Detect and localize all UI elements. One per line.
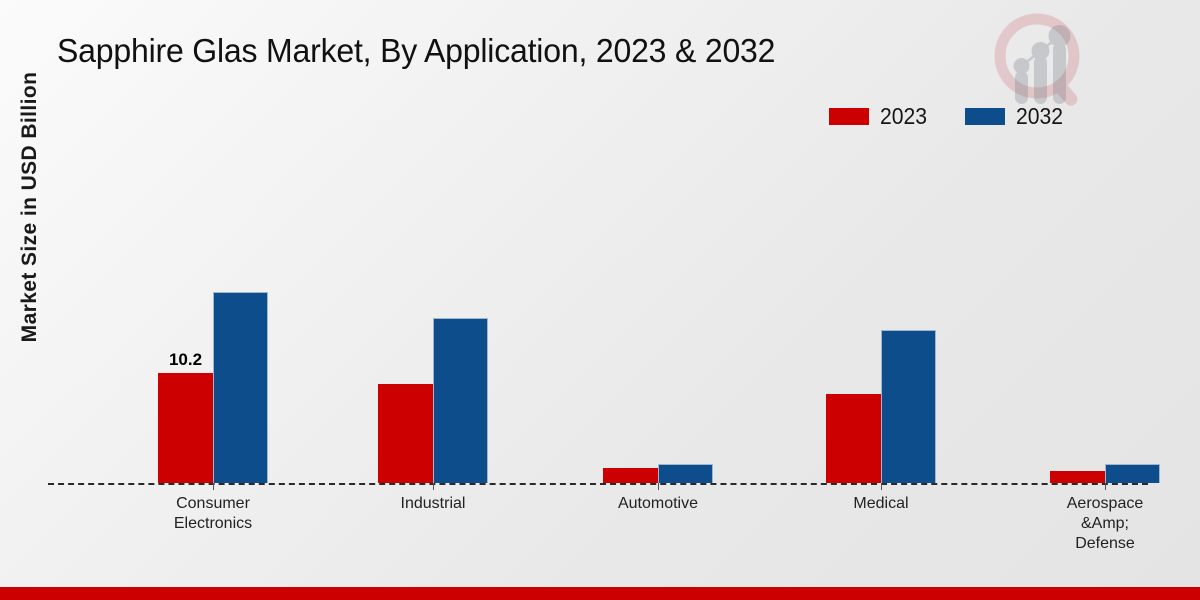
- bar-pair: [603, 150, 713, 483]
- x-axis-baseline: [48, 483, 1148, 485]
- legend-item-2032[interactable]: 2032: [964, 103, 1067, 130]
- bar-2032[interactable]: [433, 318, 488, 483]
- plot-area: 10.2 Consumer Electronics Industrial Automo…: [48, 150, 1160, 552]
- bar-2023[interactable]: [826, 393, 881, 483]
- bar-2023[interactable]: [1050, 471, 1105, 483]
- bar-group: Medical: [826, 150, 936, 512]
- legend-swatch-2023: [828, 108, 869, 125]
- bar-pair: [378, 150, 488, 483]
- legend-label-2023: 2023: [879, 103, 927, 129]
- bar-2032[interactable]: [213, 292, 268, 483]
- bar-group: 10.2 Consumer Electronics: [158, 150, 268, 532]
- bar-2023[interactable]: 10.2: [158, 350, 213, 483]
- x-axis-category-label: Medical: [853, 495, 909, 512]
- bar-2032[interactable]: [658, 463, 713, 483]
- bar-2032[interactable]: [881, 329, 936, 483]
- bar-2023[interactable]: [378, 383, 433, 483]
- bar-2023[interactable]: [603, 467, 658, 483]
- legend-label-2032: 2032: [1015, 103, 1063, 129]
- bar-value-label: 10.2: [168, 350, 203, 370]
- bar-group: Aerospace &Amp; Defense: [1050, 150, 1160, 552]
- x-axis-category-label: Industrial: [400, 495, 466, 512]
- bar-group: Automotive: [603, 150, 713, 512]
- bar-2032[interactable]: [1105, 463, 1160, 483]
- chart-legend: 2023 2032: [828, 103, 1067, 130]
- legend-swatch-2032: [964, 108, 1005, 125]
- x-axis-category-label: Automotive: [617, 495, 699, 512]
- y-axis-label: Market Size in USD Billion: [18, 71, 41, 343]
- x-axis-tick: [881, 483, 882, 490]
- x-axis-category-label: Aerospace &Amp; Defense: [1066, 495, 1144, 552]
- bar-group: Industrial: [378, 150, 488, 512]
- legend-item-2023[interactable]: 2023: [828, 103, 931, 130]
- bar-pair: 10.2: [158, 150, 268, 483]
- x-axis-tick: [433, 483, 434, 490]
- footer-accent-bar: [0, 587, 1200, 600]
- bar-pair: [826, 150, 936, 483]
- page-title: Sapphire Glas Market, By Application, 20…: [57, 32, 776, 69]
- x-axis-tick: [1105, 483, 1106, 490]
- x-axis-category-label: Consumer Electronics: [173, 495, 253, 532]
- x-axis-tick: [213, 483, 214, 490]
- bar-pair: [1050, 150, 1160, 483]
- magnifier-bar-chart-logo-icon: [985, 8, 1095, 116]
- x-axis-tick: [658, 483, 659, 490]
